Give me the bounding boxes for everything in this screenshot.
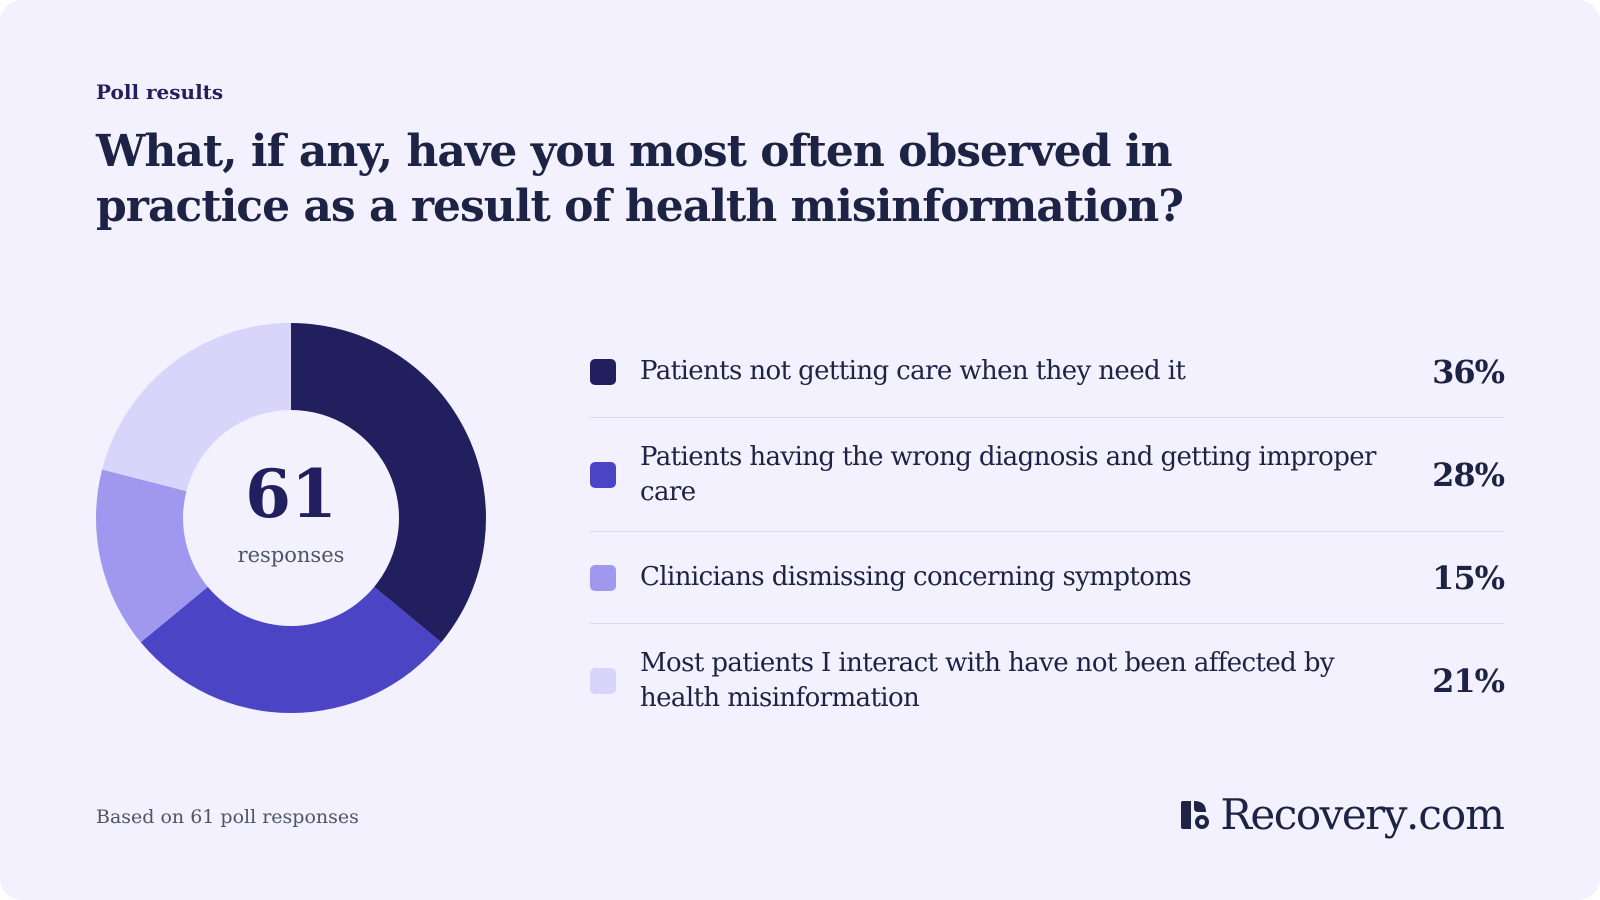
brand-logo: Recovery.com [1180, 790, 1505, 839]
legend-row: Patients having the wrong diagnosis and … [590, 418, 1505, 532]
legend-row: Clinicians dismissing concerning symptom… [590, 532, 1505, 624]
donut-chart [96, 323, 486, 713]
donut-slice-4 [102, 323, 291, 492]
legend-swatch [590, 564, 616, 591]
legend-entry: Patients not getting care when they need… [590, 354, 1420, 389]
legend-swatch [590, 461, 616, 488]
eyebrow-label: Poll results [96, 80, 224, 104]
legend-label: Most patients I interact with have not b… [640, 648, 1335, 713]
donut-slice-1 [291, 323, 486, 643]
legend-entry: Most patients I interact with have not b… [590, 646, 1420, 716]
donut-slice-2 [140, 586, 442, 713]
footnote: Based on 61 poll responses [96, 806, 359, 828]
donut-slice-3 [96, 469, 208, 643]
legend-row: Patients not getting care when they need… [590, 326, 1505, 418]
legend-value: 21% [1432, 662, 1505, 700]
legend-value: 28% [1432, 455, 1505, 494]
legend-row: Most patients I interact with have not b… [590, 624, 1505, 738]
legend-swatch [590, 358, 616, 385]
legend-value: 36% [1432, 352, 1505, 391]
legend-label: Clinicians dismissing concerning symptom… [640, 562, 1192, 592]
legend: Patients not getting care when they need… [590, 326, 1505, 738]
legend-label: Patients not getting care when they need… [640, 356, 1186, 386]
legend-value: 15% [1432, 558, 1505, 597]
brand-name: Recovery.com [1220, 790, 1505, 839]
page-title: What, if any, have you most often observ… [96, 126, 1184, 232]
legend-entry: Clinicians dismissing concerning symptom… [590, 560, 1420, 595]
recovery-logo-mark-icon [1181, 800, 1210, 829]
legend-label: Patients having the wrong diagnosis and … [640, 441, 1376, 507]
legend-swatch [590, 668, 616, 694]
legend-entry: Patients having the wrong diagnosis and … [590, 440, 1420, 510]
